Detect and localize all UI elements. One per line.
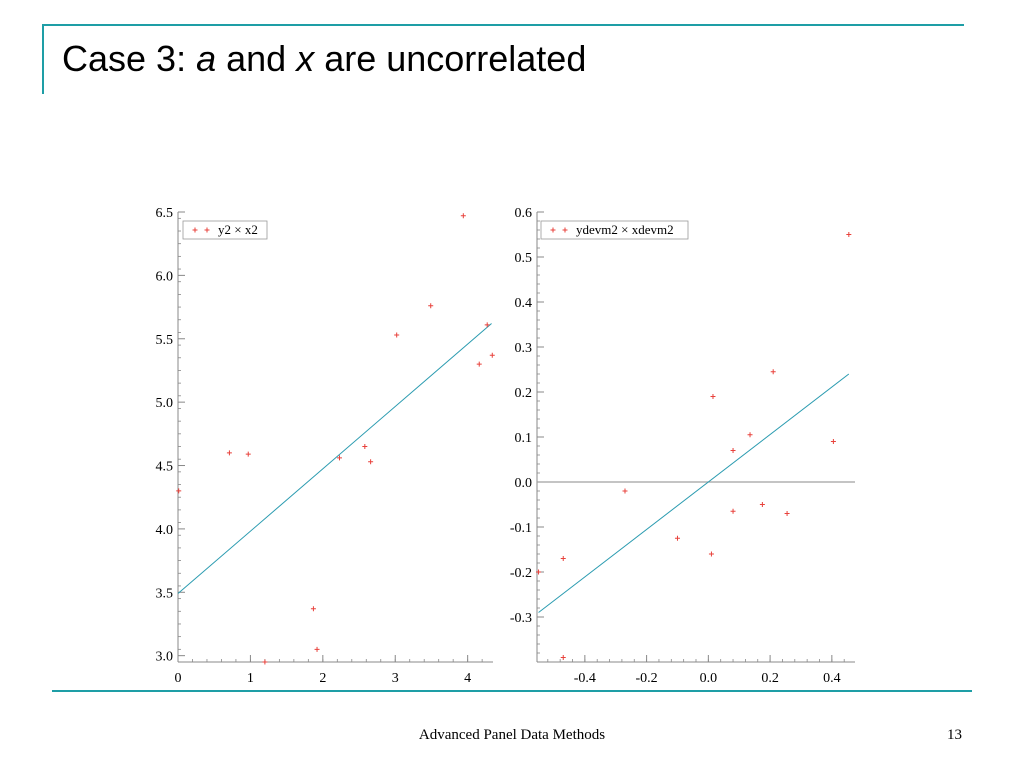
footer-text: Advanced Panel Data Methods — [418, 727, 606, 743]
y-tick-label: 6.5 — [156, 206, 174, 221]
x-tick-label: 3 — [392, 671, 399, 686]
y-tick-label: 0.1 — [515, 431, 533, 446]
x-tick-label: 4 — [464, 671, 471, 686]
data-point — [460, 213, 466, 219]
title-prefix: Case 3: — [62, 38, 197, 79]
data-point — [730, 508, 736, 514]
data-point — [394, 332, 400, 338]
y-tick-label: 6.0 — [156, 269, 174, 284]
data-point — [362, 444, 368, 450]
data-point — [830, 439, 836, 444]
title-a: a — [196, 38, 217, 79]
regression-fit-line — [177, 323, 492, 594]
legend-marker — [192, 227, 198, 233]
x-tick-label: 0 — [175, 671, 182, 686]
data-point — [314, 646, 320, 652]
data-point — [536, 569, 542, 575]
page-number: 13 — [947, 727, 962, 743]
data-point — [784, 511, 790, 516]
y-tick-label: 0.5 — [515, 251, 533, 266]
legend-label: y2 × x2 — [218, 222, 258, 237]
title-x: x — [296, 38, 315, 79]
data-point — [245, 451, 251, 457]
title-suffix: are uncorrelated — [314, 38, 587, 79]
scatter-plots: 3.0 3.5 4.0 4.5 5.0 5.5 6.0 6.5 0 1 2 3 4 y2 × x2 -0.3… — [156, 206, 855, 686]
data-point — [336, 455, 342, 461]
data-point — [846, 232, 852, 237]
data-point — [262, 659, 268, 665]
data-point — [560, 655, 566, 660]
data-point — [759, 502, 765, 507]
data-point — [428, 303, 434, 309]
title-mid: and — [216, 38, 297, 79]
x-tick-label: 0.4 — [823, 671, 841, 686]
legend-label: ydevm2 × xdevm2 — [576, 222, 674, 237]
chart-panel-2: -0.3 -0.2 -0.1 0.0 0.1 0.2 0.3 0.4 0.5 0.6 -0.4 -0.… — [510, 206, 855, 686]
y-tick-label: 0.3 — [515, 341, 533, 356]
chart-panel-1: 3.0 3.5 4.0 4.5 5.0 5.5 6.0 6.5 0 1 2 3 4 y2 × x2 — [156, 206, 495, 686]
y-tick-label: 5.5 — [156, 333, 174, 348]
legend-box — [182, 220, 268, 240]
data-point — [710, 394, 716, 399]
data-point — [484, 322, 490, 328]
x-tick-label: 0.2 — [761, 671, 779, 686]
legend-marker — [562, 227, 568, 233]
y-tick-label: 0.6 — [515, 206, 533, 221]
y-tick-label: 4.0 — [156, 523, 174, 538]
regression-fit-line — [538, 373, 850, 613]
title-bar: Case 3: a and x are uncorrelated — [42, 24, 964, 94]
data-point — [176, 488, 182, 494]
x-tick-label: 2 — [319, 671, 326, 686]
data-point — [368, 459, 374, 465]
x-tick-label: 0.0 — [700, 671, 718, 686]
title-top-rule — [42, 24, 964, 26]
y-tick-label: 3.5 — [156, 586, 174, 601]
title-left-rule — [42, 24, 44, 94]
x-tick-label: 1 — [247, 671, 254, 686]
y-tick-label: -0.3 — [510, 611, 532, 626]
y-tick-label: 4.5 — [156, 460, 174, 475]
y-tick-label: 5.0 — [156, 396, 174, 411]
data-point — [310, 606, 316, 612]
x-tick-label: -0.2 — [636, 671, 658, 686]
y-tick-label: 0.2 — [515, 386, 533, 401]
data-point — [226, 450, 232, 456]
data-point — [489, 352, 495, 358]
legend-marker — [550, 227, 556, 233]
data-point — [747, 432, 753, 438]
data-point — [674, 535, 680, 541]
y-tick-label: 0.0 — [515, 476, 533, 491]
x-tick-label: -0.4 — [574, 671, 596, 686]
data-point — [622, 488, 628, 494]
y-tick-label: 3.0 — [156, 650, 174, 665]
data-point — [708, 551, 714, 557]
data-point — [476, 361, 482, 367]
legend-marker — [204, 227, 210, 233]
data-point — [730, 448, 736, 453]
legend-box — [540, 220, 689, 240]
data-point — [560, 556, 566, 561]
y-tick-label: -0.1 — [510, 521, 532, 536]
y-tick-label: 0.4 — [515, 296, 533, 311]
slide-title: Case 3: a and x are uncorrelated — [62, 38, 586, 80]
y-tick-label: -0.2 — [510, 566, 532, 581]
data-point — [770, 369, 776, 375]
footer-rule — [52, 690, 972, 692]
